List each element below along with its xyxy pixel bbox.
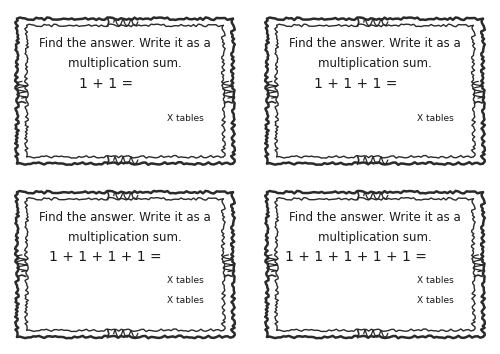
Text: X tables: X tables xyxy=(168,276,204,285)
Text: Find the answer. Write it as a: Find the answer. Write it as a xyxy=(289,37,461,50)
Text: multiplication sum.: multiplication sum. xyxy=(68,230,182,244)
Text: X tables: X tables xyxy=(418,276,454,285)
Text: X tables: X tables xyxy=(168,296,204,305)
Text: X tables: X tables xyxy=(418,114,454,123)
Text: 1 + 1 + 1 =: 1 + 1 + 1 = xyxy=(314,76,398,91)
Text: X tables: X tables xyxy=(168,114,204,123)
Text: multiplication sum.: multiplication sum. xyxy=(318,57,432,70)
Text: 1 + 1 + 1 + 1 + 1 =: 1 + 1 + 1 + 1 + 1 = xyxy=(285,250,426,264)
Text: 1 + 1 =: 1 + 1 = xyxy=(78,76,133,91)
Text: Find the answer. Write it as a: Find the answer. Write it as a xyxy=(39,211,211,224)
Text: X tables: X tables xyxy=(418,296,454,305)
Text: Find the answer. Write it as a: Find the answer. Write it as a xyxy=(289,211,461,224)
Text: 1 + 1 + 1 + 1 =: 1 + 1 + 1 + 1 = xyxy=(50,250,162,264)
Text: Find the answer. Write it as a: Find the answer. Write it as a xyxy=(39,37,211,50)
Text: multiplication sum.: multiplication sum. xyxy=(68,57,182,70)
Text: multiplication sum.: multiplication sum. xyxy=(318,230,432,244)
